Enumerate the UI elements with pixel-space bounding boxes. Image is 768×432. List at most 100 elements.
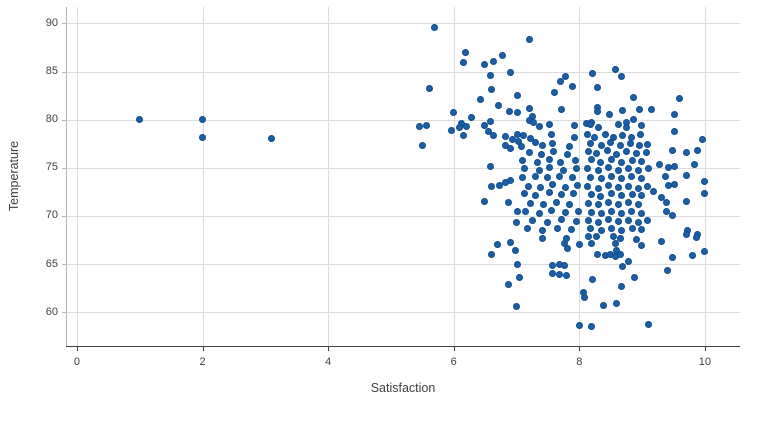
data-point[interactable] — [548, 261, 556, 269]
data-point[interactable] — [494, 241, 502, 249]
data-point[interactable] — [538, 226, 546, 234]
data-point[interactable] — [605, 199, 613, 206]
data-point[interactable] — [700, 178, 708, 186]
data-point[interactable] — [507, 144, 515, 152]
data-point[interactable] — [525, 104, 533, 112]
data-point[interactable] — [693, 234, 701, 242]
data-point[interactable] — [637, 130, 645, 138]
data-point[interactable] — [634, 201, 642, 209]
data-point[interactable] — [669, 146, 677, 154]
data-point[interactable] — [614, 218, 622, 226]
data-point[interactable] — [628, 156, 636, 164]
data-point[interactable] — [675, 94, 683, 102]
data-point[interactable] — [682, 198, 690, 206]
data-point[interactable] — [514, 260, 522, 268]
data-point[interactable] — [480, 198, 488, 206]
data-point[interactable] — [506, 68, 514, 76]
data-point[interactable] — [513, 92, 521, 100]
data-point[interactable] — [489, 131, 497, 139]
data-point[interactable] — [487, 86, 495, 94]
data-point[interactable] — [630, 116, 638, 124]
data-point[interactable] — [671, 180, 679, 188]
data-point[interactable] — [581, 294, 589, 302]
data-point[interactable] — [546, 164, 554, 172]
data-point[interactable] — [506, 238, 514, 246]
data-point[interactable] — [647, 105, 655, 113]
data-point[interactable] — [614, 166, 622, 174]
data-point[interactable] — [670, 111, 678, 119]
data-point[interactable] — [591, 133, 599, 141]
data-point[interactable] — [597, 141, 605, 149]
data-point[interactable] — [610, 133, 618, 141]
data-point[interactable] — [564, 150, 572, 158]
data-point[interactable] — [611, 239, 619, 247]
data-point[interactable] — [535, 167, 543, 175]
data-point[interactable] — [587, 225, 595, 233]
data-point[interactable] — [614, 120, 622, 128]
data-point[interactable] — [607, 139, 615, 147]
data-point[interactable] — [597, 192, 605, 200]
data-point[interactable] — [682, 231, 690, 239]
data-point[interactable] — [476, 95, 484, 103]
data-point[interactable] — [662, 172, 670, 180]
data-point[interactable] — [568, 174, 576, 182]
data-point[interactable] — [588, 275, 596, 283]
data-point[interactable] — [593, 84, 601, 92]
data-point[interactable] — [691, 161, 699, 169]
data-point[interactable] — [548, 181, 556, 189]
data-point[interactable] — [545, 189, 553, 197]
data-point[interactable] — [512, 246, 520, 254]
data-point[interactable] — [521, 165, 529, 173]
data-point[interactable] — [613, 150, 621, 158]
data-point[interactable] — [587, 156, 595, 164]
data-point[interactable] — [584, 217, 592, 225]
data-point[interactable] — [584, 233, 592, 241]
data-point[interactable] — [519, 132, 527, 140]
data-point[interactable] — [557, 105, 565, 113]
data-point[interactable] — [558, 216, 566, 224]
data-point[interactable] — [642, 148, 650, 156]
data-point[interactable] — [526, 199, 534, 207]
data-point[interactable] — [418, 142, 426, 150]
data-point[interactable] — [604, 164, 612, 172]
data-point[interactable] — [607, 173, 615, 180]
data-point[interactable] — [518, 156, 526, 164]
data-point[interactable] — [628, 190, 636, 198]
data-point[interactable] — [618, 210, 626, 218]
data-point[interactable] — [671, 163, 679, 171]
data-point[interactable] — [573, 165, 581, 173]
data-point[interactable] — [619, 131, 627, 139]
data-point[interactable] — [486, 71, 494, 79]
data-point[interactable] — [489, 58, 497, 66]
data-point[interactable] — [544, 174, 552, 182]
data-point[interactable] — [574, 207, 582, 215]
data-point[interactable] — [637, 209, 645, 217]
data-point[interactable] — [569, 83, 577, 91]
data-point[interactable] — [632, 150, 640, 158]
data-point[interactable] — [626, 139, 634, 147]
data-point[interactable] — [560, 166, 568, 174]
data-point[interactable] — [607, 156, 615, 164]
data-point[interactable] — [663, 207, 671, 215]
data-point[interactable] — [636, 142, 644, 150]
data-point[interactable] — [682, 149, 690, 157]
data-point[interactable] — [505, 280, 513, 288]
data-point[interactable] — [583, 165, 591, 173]
data-point[interactable] — [430, 23, 438, 31]
data-point[interactable] — [584, 199, 592, 207]
data-point[interactable] — [609, 233, 617, 241]
data-point[interactable] — [539, 234, 547, 242]
data-point[interactable] — [593, 149, 601, 157]
data-point[interactable] — [597, 158, 605, 166]
data-point[interactable] — [597, 226, 605, 234]
data-point[interactable] — [561, 72, 569, 80]
data-point[interactable] — [644, 140, 652, 148]
data-point[interactable] — [623, 147, 631, 155]
data-point[interactable] — [628, 225, 636, 232]
data-point[interactable] — [487, 163, 495, 171]
data-point[interactable] — [467, 114, 475, 122]
data-point[interactable] — [658, 237, 666, 245]
data-point[interactable] — [663, 267, 671, 275]
data-point[interactable] — [571, 133, 579, 141]
data-point[interactable] — [422, 121, 430, 129]
